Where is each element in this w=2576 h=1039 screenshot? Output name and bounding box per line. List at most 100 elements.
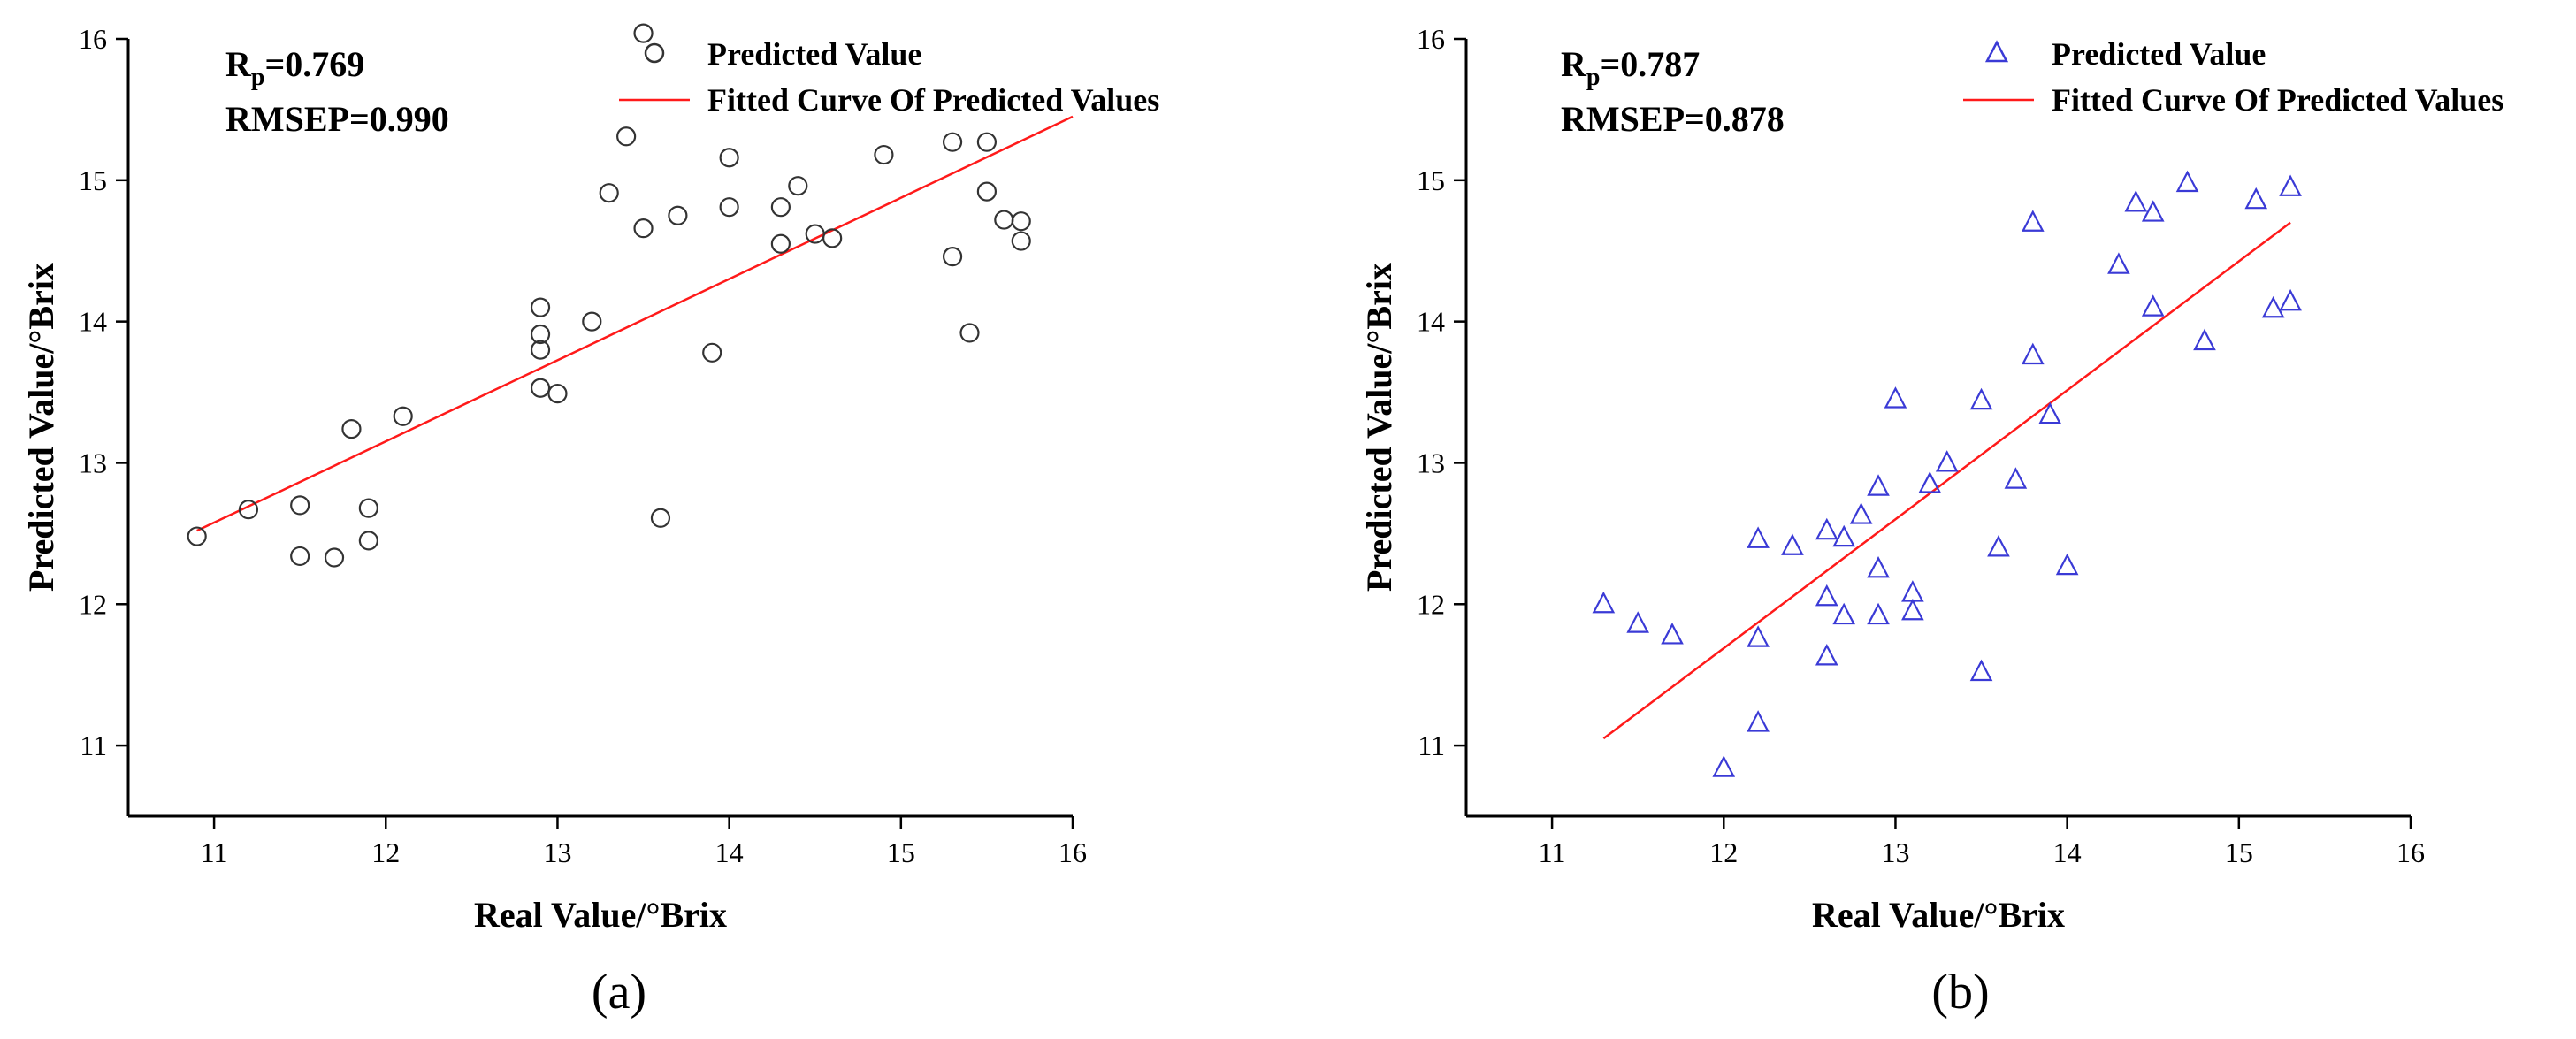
data-point bbox=[1747, 526, 1770, 548]
data-point bbox=[1832, 524, 1856, 547]
y-axis-label: Predicted Value/°Brix bbox=[21, 263, 61, 592]
panel-caption: (b) bbox=[1931, 965, 1989, 1020]
data-point bbox=[702, 342, 722, 363]
data-point bbox=[1867, 474, 1890, 496]
y-tick-label: 16 bbox=[1417, 23, 1445, 55]
rmsep-stat: RMSEP=0.878 bbox=[1561, 99, 1785, 139]
x-ticks: 11 12 13 14 15 16 bbox=[1539, 816, 2425, 868]
data-point bbox=[393, 406, 413, 426]
data-point bbox=[770, 197, 791, 218]
data-point bbox=[290, 495, 310, 516]
data-point bbox=[805, 224, 825, 244]
x-tick-label: 11 bbox=[1539, 837, 1566, 868]
x-tick-label: 15 bbox=[2225, 837, 2253, 868]
fitted-line-layer bbox=[1602, 221, 2291, 740]
data-point bbox=[2193, 328, 2216, 351]
r-stat: Rp=0.787 bbox=[1561, 44, 1700, 91]
data-point bbox=[187, 526, 207, 546]
data-point bbox=[1901, 580, 1924, 602]
data-point bbox=[976, 181, 998, 202]
data-point bbox=[1815, 584, 1838, 607]
data-point bbox=[530, 378, 551, 398]
data-point bbox=[788, 176, 808, 196]
data-point bbox=[2021, 342, 2045, 365]
data-point bbox=[1747, 710, 1770, 732]
data-point bbox=[1011, 231, 1031, 251]
x-ticks: 11 12 13 14 15 16 bbox=[201, 816, 1087, 868]
fitted-line bbox=[1602, 221, 2291, 740]
data-point bbox=[719, 148, 739, 168]
legend-line-label: Fitted Curve Of Predicted Values bbox=[707, 82, 1159, 118]
data-point bbox=[1918, 471, 1942, 493]
y-tick-label: 12 bbox=[79, 588, 107, 620]
data-point bbox=[547, 384, 568, 404]
data-point bbox=[650, 508, 671, 528]
data-point bbox=[616, 126, 637, 147]
data-point bbox=[1867, 555, 1890, 578]
data-point bbox=[1969, 387, 1993, 410]
data-point bbox=[2261, 295, 2285, 318]
data-point bbox=[942, 247, 963, 267]
data-point bbox=[1815, 644, 1838, 666]
y-tick-label: 14 bbox=[79, 306, 107, 338]
x-tick-label: 12 bbox=[1709, 837, 1738, 868]
y-tick-label: 13 bbox=[1417, 447, 1445, 478]
legend-marker-circle bbox=[644, 42, 665, 64]
y-ticks: 11 12 13 14 15 16 bbox=[1417, 23, 1466, 761]
data-point bbox=[1901, 598, 1924, 621]
data-point bbox=[2055, 553, 2079, 576]
data-point bbox=[358, 498, 378, 518]
x-tick-label: 13 bbox=[1881, 837, 1909, 868]
data-point bbox=[942, 132, 963, 152]
fitted-line bbox=[196, 115, 1074, 532]
data-point bbox=[1849, 502, 1873, 524]
data-point bbox=[976, 132, 998, 152]
data-point bbox=[2244, 187, 2268, 210]
data-point bbox=[668, 205, 688, 225]
data-point bbox=[2141, 200, 2165, 222]
data-point bbox=[1712, 755, 1736, 777]
x-tick-label: 14 bbox=[2053, 837, 2082, 868]
data-point bbox=[1987, 534, 2010, 557]
data-point bbox=[530, 340, 551, 360]
data-point bbox=[324, 547, 345, 568]
data-point bbox=[1867, 602, 1890, 625]
data-point bbox=[2175, 170, 2199, 193]
data-point bbox=[719, 197, 739, 218]
data-point bbox=[994, 210, 1014, 230]
x-axis-label: Real Value/°Brix bbox=[474, 895, 727, 935]
data-point bbox=[599, 183, 619, 203]
data-point bbox=[1747, 625, 1770, 647]
y-tick-label: 12 bbox=[1417, 588, 1445, 620]
y-ticks: 11 12 13 14 15 16 bbox=[79, 23, 128, 761]
y-tick-label: 16 bbox=[79, 23, 107, 55]
data-point bbox=[1626, 611, 1649, 633]
data-point bbox=[582, 311, 602, 332]
legend-points-label: Predicted Value bbox=[2052, 36, 2266, 72]
data-point bbox=[2107, 252, 2130, 274]
data-point bbox=[1832, 602, 1856, 625]
x-axis-label: Real Value/°Brix bbox=[1812, 895, 2065, 935]
data-point bbox=[530, 324, 551, 345]
y-tick-label: 11 bbox=[80, 730, 107, 761]
data-point bbox=[2279, 174, 2302, 196]
legend-line-label: Fitted Curve Of Predicted Values bbox=[2052, 82, 2503, 118]
data-point bbox=[633, 23, 654, 43]
data-point bbox=[1815, 517, 1838, 540]
x-tick-label: 16 bbox=[1059, 837, 1087, 868]
y-tick-label: 14 bbox=[1417, 306, 1445, 338]
data-point bbox=[2038, 401, 2062, 424]
data-point bbox=[959, 323, 980, 343]
x-tick-label: 13 bbox=[543, 837, 571, 868]
data-point bbox=[530, 297, 551, 317]
data-point bbox=[2124, 190, 2148, 212]
point-layer bbox=[1592, 170, 2302, 777]
data-point bbox=[822, 228, 843, 248]
data-point bbox=[1781, 533, 1804, 555]
y-tick-label: 15 bbox=[79, 164, 107, 196]
data-point bbox=[1661, 623, 1684, 645]
data-point bbox=[1011, 211, 1031, 232]
data-point bbox=[1592, 591, 1616, 614]
data-point bbox=[238, 500, 259, 520]
